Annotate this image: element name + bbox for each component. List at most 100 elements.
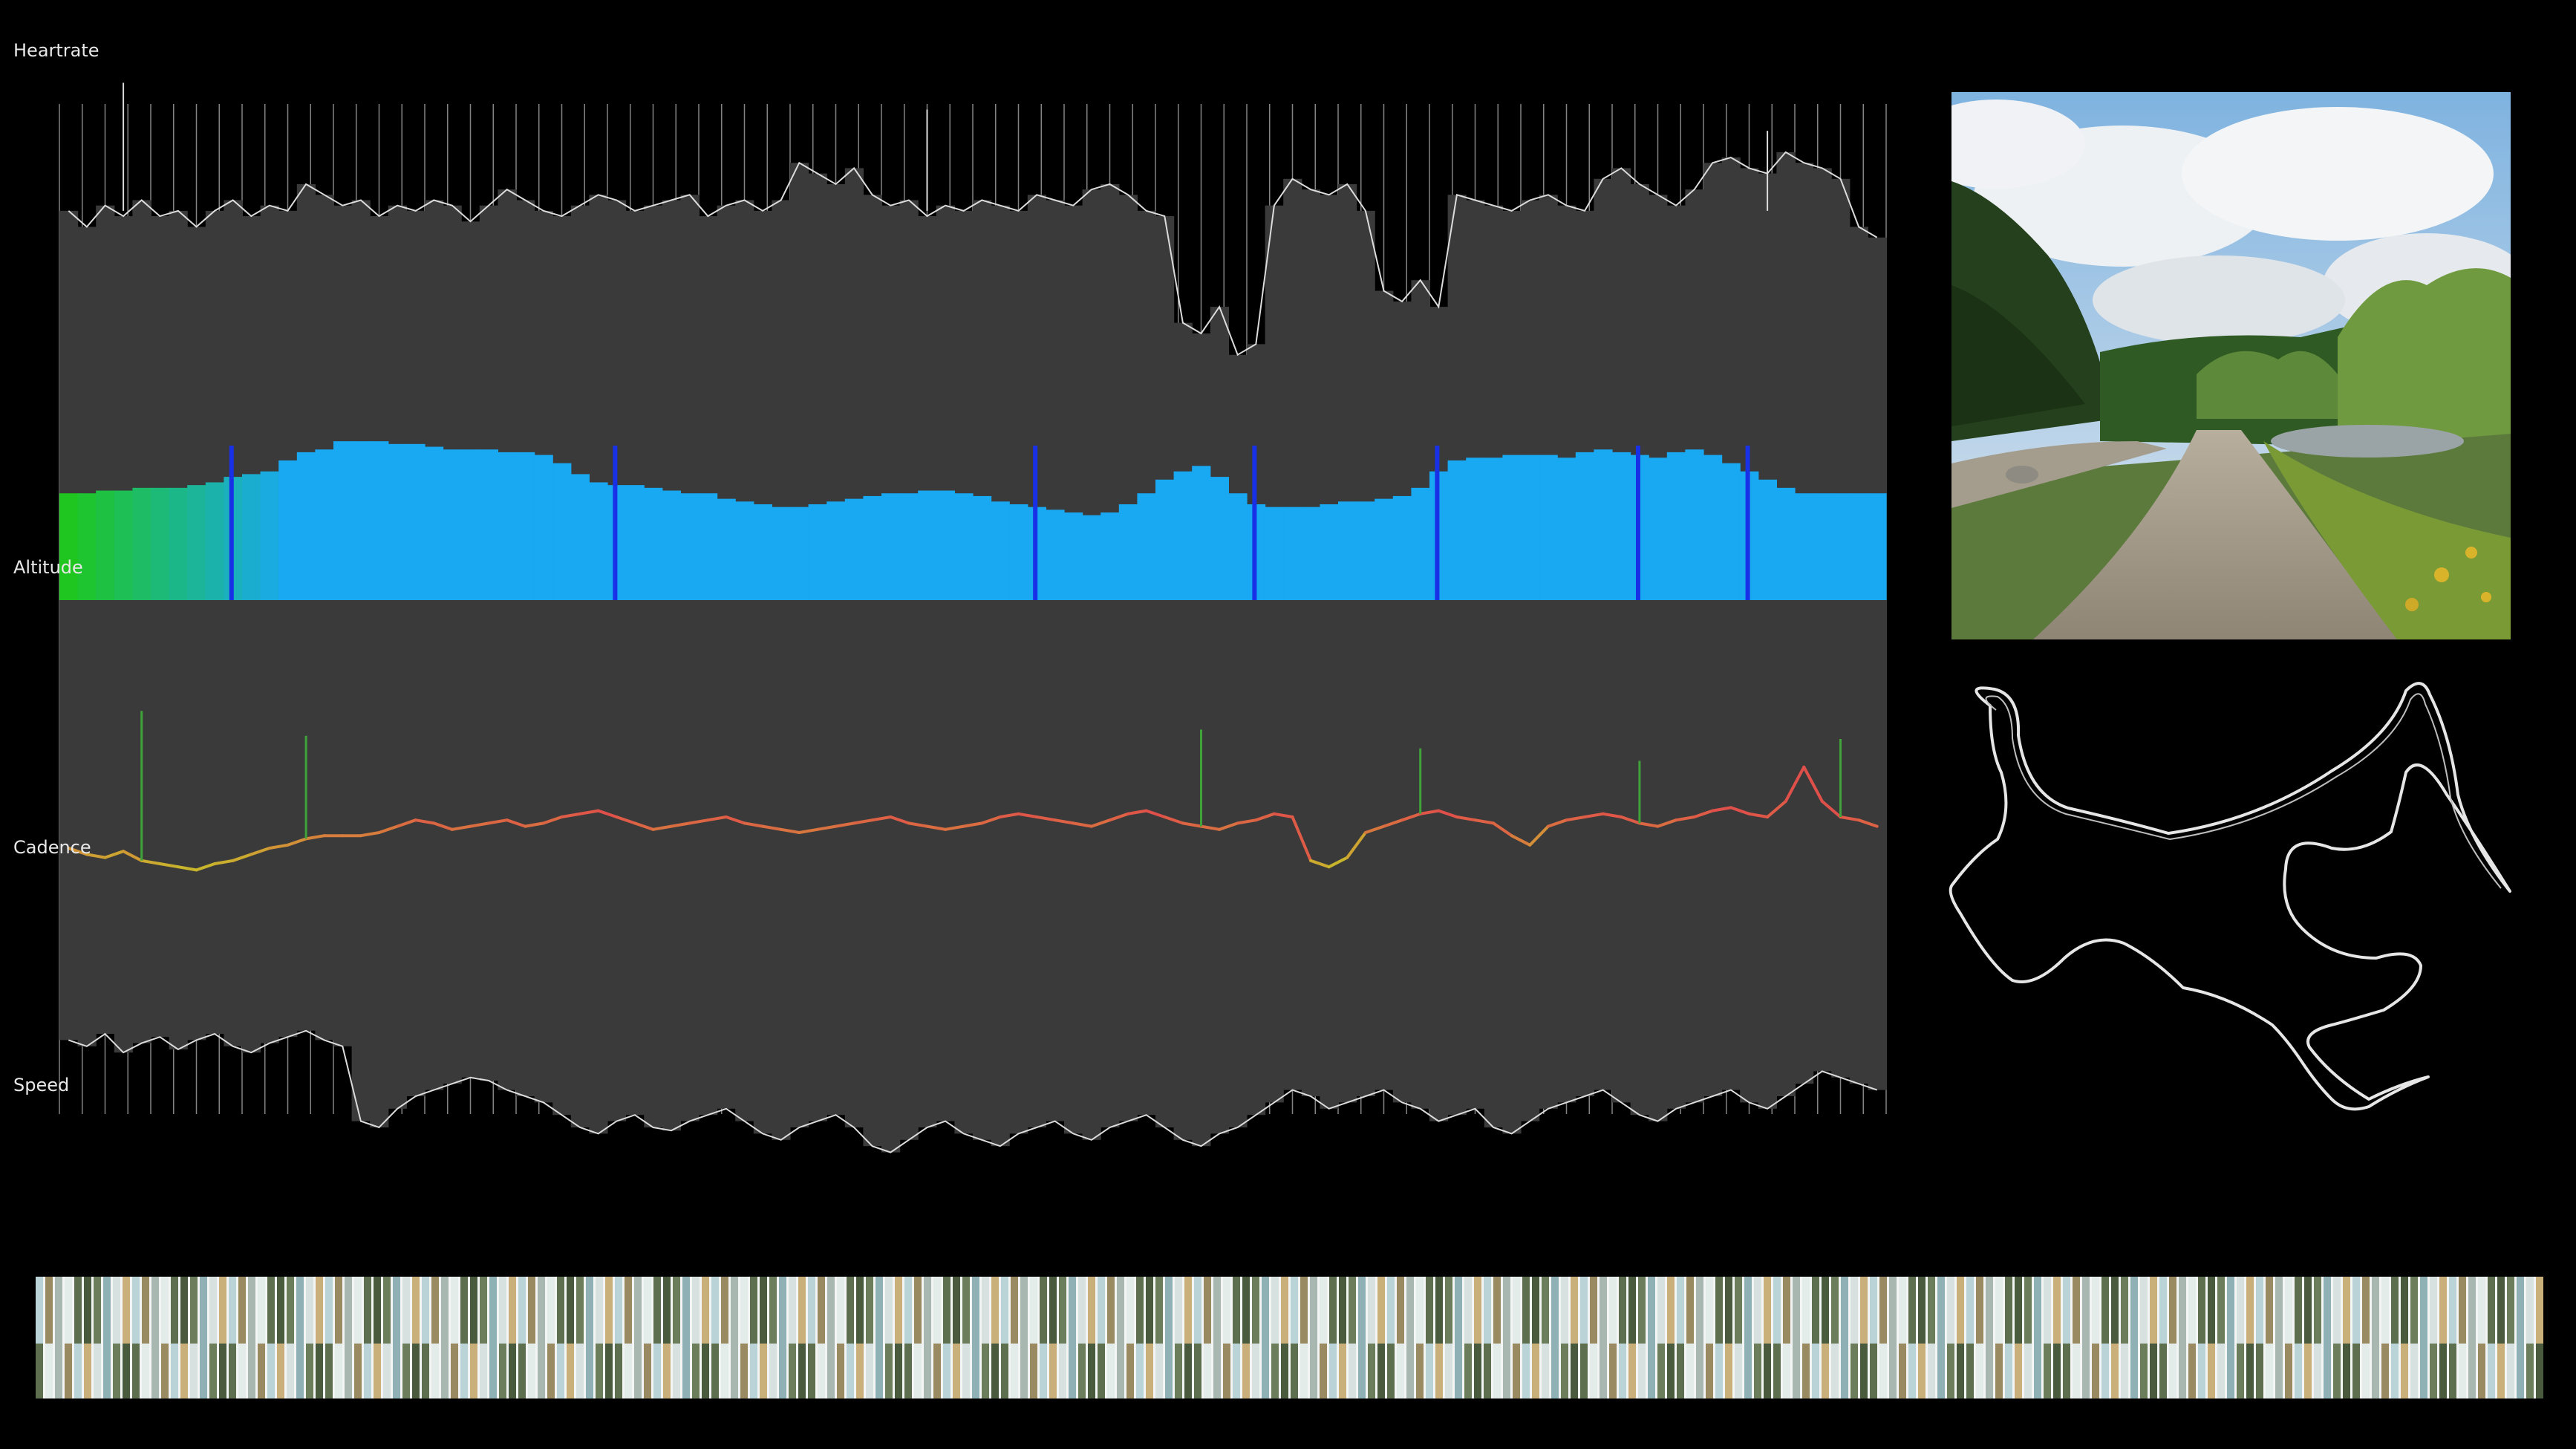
filmstrip-gap (62, 1277, 65, 1398)
filmstrip-gap (1906, 1277, 1908, 1398)
filmstrip-gap (931, 1277, 933, 1398)
filmstrip-slice (1464, 1277, 1472, 1344)
filmstrip-slice (2391, 1344, 2399, 1398)
filmstrip-gap (680, 1277, 682, 1398)
filmstrip-slice (1571, 1344, 1578, 1398)
filmstrip-gap (2080, 1277, 2082, 1398)
filmstrip-gap (1771, 1277, 1773, 1398)
speed-bar (260, 600, 279, 1043)
filmstrip-slice (615, 1277, 622, 1344)
filmstrip-slice (798, 1344, 806, 1398)
filmstrip-slice (151, 1277, 159, 1344)
filmstrip-slice (499, 1344, 506, 1398)
filmstrip-slice (2024, 1277, 2032, 1344)
filmstrip-slice (1310, 1277, 1317, 1344)
filmstrip-slice (2430, 1277, 2437, 1344)
filmstrip-slice (1358, 1277, 1366, 1344)
filmstrip-gap (864, 1277, 866, 1398)
speed-bar (1868, 600, 1887, 1090)
filmstrip-gap (410, 1277, 412, 1398)
filmstrip-slice (1503, 1277, 1510, 1344)
filmstrip-slice (1841, 1277, 1848, 1344)
filmstrip-slice (2130, 1277, 2138, 1344)
route-line-inner (1985, 693, 2502, 889)
filmstrip-gap (2022, 1277, 2024, 1398)
filmstrip-gap (468, 1277, 470, 1398)
filmstrip-gap (1385, 1277, 1387, 1398)
filmstrip-slice (2179, 1344, 2186, 1398)
filmstrip-slice (2468, 1344, 2476, 1398)
filmstrip-slice (827, 1344, 835, 1398)
filmstrip-slice (2217, 1277, 2225, 1344)
filmstrip-slice (190, 1344, 198, 1398)
filmstrip-slice (171, 1344, 178, 1398)
filmstrip-gap (1887, 1277, 1889, 1398)
filmstrip-slice (769, 1344, 777, 1398)
cadence-segment (1089, 818, 1112, 828)
filmstrip-gap (526, 1277, 528, 1398)
altitude-bar (1210, 477, 1229, 600)
filmstrip-slice (2333, 1277, 2341, 1344)
speed-bar (315, 600, 334, 1041)
filmstrip-slice (277, 1277, 284, 1344)
filmstrip-slice (953, 1344, 960, 1398)
speed-bar (370, 600, 389, 1127)
filmstrip-slice (2333, 1344, 2341, 1398)
filmstrip-gap (2061, 1277, 2063, 1398)
filmstrip-slice (180, 1344, 188, 1398)
filmstrip-slice (1764, 1344, 1771, 1398)
speed-bar (1228, 600, 1248, 1127)
filmstrip-slice (2150, 1277, 2157, 1344)
filmstrip-slice (45, 1277, 53, 1344)
altitude-bar (1392, 495, 1412, 600)
filmstrip-slice (229, 1277, 236, 1344)
filmstrip-gap (1095, 1277, 1098, 1398)
filmstrip-slice (209, 1344, 217, 1398)
filmstrip-gap (2003, 1277, 2005, 1398)
filmstrip-gap (1240, 1277, 1242, 1398)
filmstrip-gap (2157, 1277, 2159, 1398)
filmstrip-slice (837, 1277, 844, 1344)
filmstrip-slice (489, 1277, 497, 1344)
filmstrip-slice (1522, 1344, 1530, 1398)
filmstrip-slice (1300, 1344, 1308, 1398)
altitude-peak-marker (1252, 446, 1257, 600)
filmstrip-slice (1320, 1344, 1327, 1398)
filmstrip-slice (316, 1277, 323, 1344)
filmstrip-slice (2497, 1344, 2505, 1398)
filmstrip-gap (2370, 1277, 2372, 1398)
filmstrip-gap (1086, 1277, 1088, 1398)
filmstrip-slice (2044, 1277, 2051, 1344)
speed-bar (717, 600, 736, 1109)
filmstrip-slice (2169, 1277, 2176, 1344)
filmstrip-slice (2381, 1344, 2389, 1398)
filmstrip-slice (1435, 1277, 1443, 1344)
speed-bar (1411, 600, 1430, 1109)
altitude-bar (1320, 504, 1339, 600)
filmstrip-slice (1648, 1344, 1655, 1398)
filmstrip-slice (1802, 1344, 1810, 1398)
filmstrip-slice (1600, 1344, 1607, 1398)
altitude-bar (973, 495, 992, 600)
filmstrip-slice (1426, 1344, 1433, 1398)
filmstrip-slice (1493, 1277, 1501, 1344)
filmstrip-slice (1262, 1344, 1269, 1398)
speed-bar (1447, 600, 1467, 1116)
filmstrip-slice (2343, 1277, 2350, 1344)
filmstrip-slice (1928, 1277, 1935, 1344)
filmstrip-slice (1908, 1344, 1916, 1398)
speed-bar (936, 600, 955, 1121)
filmstrip-slice (1445, 1344, 1452, 1398)
filmstrip-slice (2478, 1277, 2485, 1344)
filmstrip-slice (364, 1277, 371, 1344)
filmstrip-slice (2130, 1344, 2138, 1398)
filmstrip-gap (1279, 1277, 1281, 1398)
filmstrip-gap (1317, 1277, 1320, 1398)
filmstrip-slice (1715, 1344, 1723, 1398)
filmstrip-slice (1069, 1277, 1076, 1344)
altitude-bar (1521, 455, 1540, 600)
filmstrip-gap (439, 1277, 441, 1398)
altitude-peak-marker (1435, 446, 1440, 600)
filmstrip-gap (1057, 1277, 1059, 1398)
filmstrip-gap (2012, 1277, 2015, 1398)
